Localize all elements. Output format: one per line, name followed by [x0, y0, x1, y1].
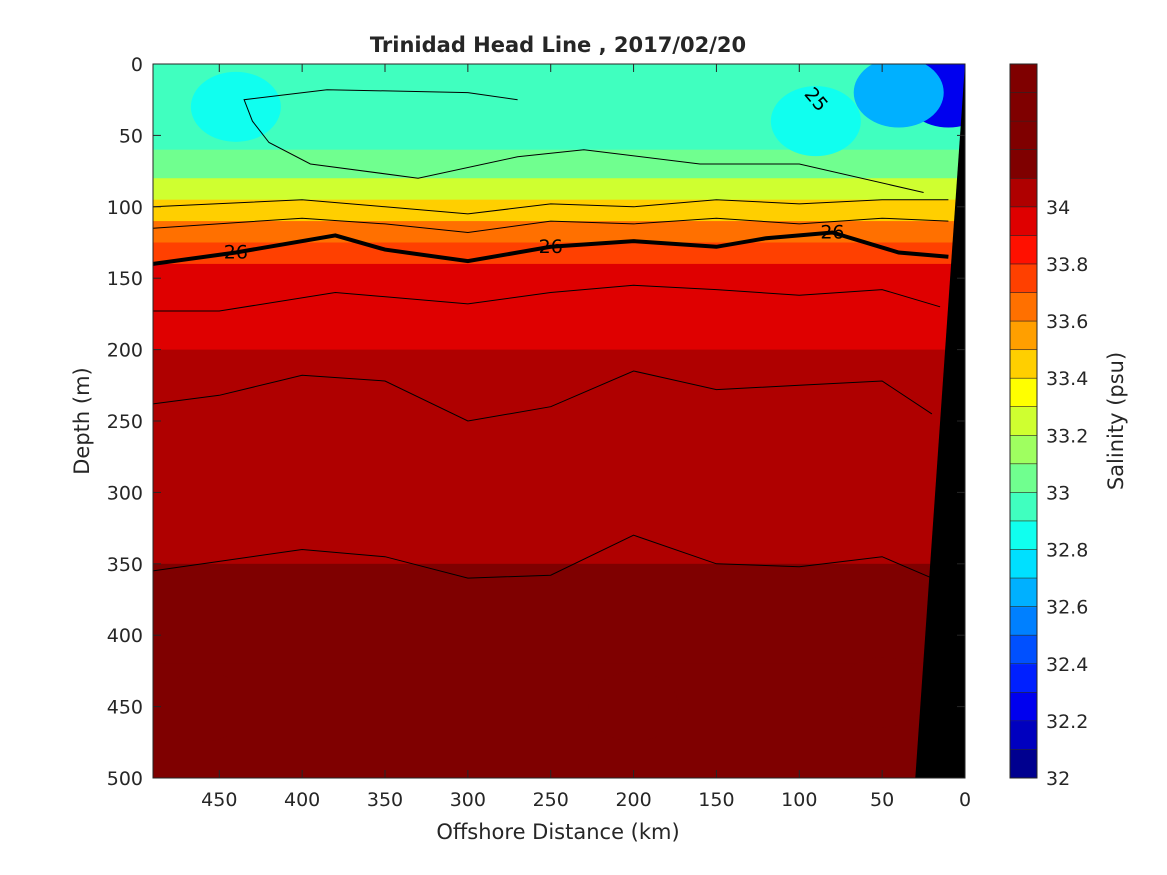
contour-label: 26 — [820, 222, 844, 244]
contour-label: 26 — [539, 236, 563, 258]
colorbar-segment — [1010, 720, 1037, 750]
colorbar-ticks: 32 32.2 32.4 32.6 32.8 33 33.2 33.4 33.6 33.8 34 — [1046, 197, 1088, 790]
y-axis-ticks: 0 50 100 150 200 250 300 350 400 450 500 — [107, 54, 965, 790]
salinity-band — [153, 263, 965, 293]
colorbar-segment — [1010, 121, 1037, 151]
contour-line — [153, 370, 933, 422]
colorbar-tick-label: 32.6 — [1046, 597, 1088, 619]
contour-line — [153, 199, 949, 215]
y-tick-label: 350 — [107, 554, 143, 576]
colorbar-segment — [1010, 749, 1037, 779]
salinity-feature — [853, 64, 944, 128]
colorbar-segment — [1010, 463, 1037, 493]
salinity-band — [153, 663, 965, 778]
colorbar — [1010, 64, 1037, 779]
chart-title: Trinidad Head Line , 2017/02/20 — [370, 33, 746, 57]
contour-label: 26 — [224, 241, 248, 263]
x-tick-label: 350 — [367, 789, 403, 811]
salinity-feature — [770, 86, 861, 157]
contour-line — [153, 284, 941, 312]
isopycnal-contours — [153, 89, 949, 579]
colorbar-segment — [1010, 292, 1037, 322]
y-tick-label: 0 — [131, 54, 143, 76]
colorbar-segment — [1010, 263, 1037, 293]
y-tick-label: 50 — [119, 125, 143, 147]
salinity-feature — [157, 671, 248, 742]
colorbar-tick-label: 32.2 — [1046, 711, 1088, 733]
colorbar-segment — [1010, 206, 1037, 236]
x-tick-label: 400 — [284, 789, 320, 811]
colorbar-segment — [1010, 578, 1037, 608]
salinity-band — [153, 563, 965, 665]
colorbar-segment — [1010, 321, 1037, 351]
salinity-band — [153, 199, 965, 222]
y-axis-label: Depth (m) — [70, 367, 94, 474]
salinity-feature — [190, 71, 281, 142]
x-tick-label: 250 — [533, 789, 569, 811]
salinity-band — [153, 292, 965, 351]
colorbar-segment — [1010, 235, 1037, 265]
colorbar-tick-label: 32.4 — [1046, 654, 1088, 676]
colorbar-segment — [1010, 635, 1037, 665]
seafloor — [915, 64, 965, 778]
salinity-band — [153, 178, 965, 201]
y-tick-label: 100 — [107, 197, 143, 219]
salinity-feature — [837, 657, 928, 728]
colorbar-segment — [1010, 406, 1037, 436]
y-tick-label: 200 — [107, 340, 143, 362]
colorbar-segment — [1010, 435, 1037, 465]
salinity-features — [157, 64, 965, 742]
y-tick-label: 150 — [107, 268, 143, 290]
x-tick-label: 0 — [959, 789, 971, 811]
colorbar-segment — [1010, 606, 1037, 636]
y-tick-label: 500 — [107, 768, 143, 790]
salinity-bands — [153, 64, 965, 778]
x-tick-label: 450 — [201, 789, 237, 811]
colorbar-tick-label: 32.8 — [1046, 540, 1088, 562]
colorbar-segment — [1010, 178, 1037, 208]
colorbar-tick-label: 33.2 — [1046, 425, 1088, 447]
salinity-band — [153, 242, 965, 265]
y-tick-label: 300 — [107, 482, 143, 504]
salinity-band — [153, 149, 965, 179]
colorbar-label: Salinity (psu) — [1104, 352, 1128, 490]
seafloor-mask — [915, 64, 965, 778]
colorbar-tick-label: 33.6 — [1046, 311, 1088, 333]
contour-line — [243, 89, 924, 193]
x-tick-label: 100 — [781, 789, 817, 811]
colorbar-segment — [1010, 92, 1037, 122]
y-tick-label: 450 — [107, 697, 143, 719]
y-tick-label: 250 — [107, 411, 143, 433]
colorbar-segment — [1010, 378, 1037, 408]
x-axis-ticks: 450 400 350 300 250 200 150 100 50 0 — [201, 64, 971, 811]
colorbar-segment — [1010, 692, 1037, 722]
colorbar-tick-label: 34 — [1046, 197, 1070, 219]
colorbar-segment — [1010, 520, 1037, 551]
colorbar-tick-label: 33 — [1046, 482, 1070, 504]
salinity-feature — [588, 671, 679, 742]
y-tick-label: 400 — [107, 625, 143, 647]
colorbar-segment — [1010, 64, 1037, 94]
x-tick-label: 200 — [615, 789, 651, 811]
colorbar-segment — [1010, 149, 1037, 179]
colorbar-frame — [1009, 63, 1038, 779]
x-tick-label: 300 — [450, 789, 486, 811]
colorbar-tick-label: 32 — [1046, 768, 1070, 790]
x-tick-label: 50 — [870, 789, 894, 811]
colorbar-tick-label: 33.8 — [1046, 254, 1088, 276]
colorbar-tick-label: 33.4 — [1046, 368, 1088, 390]
x-axis-label: Offshore Distance (km) — [436, 820, 679, 844]
bold-contour — [153, 230, 949, 266]
contour-line — [153, 217, 949, 234]
colorbar-segment — [1010, 663, 1037, 693]
x-tick-label: 150 — [698, 789, 734, 811]
colorbar-segment — [1010, 549, 1037, 579]
salinity-band — [153, 349, 965, 565]
colorbar-segment — [1010, 349, 1037, 379]
colorbar-segment — [1010, 492, 1037, 522]
contour-line — [153, 534, 933, 579]
